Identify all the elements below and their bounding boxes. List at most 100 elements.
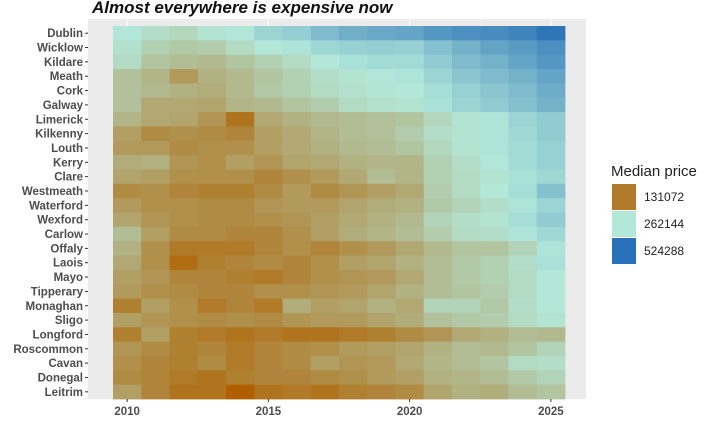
heatmap-tile bbox=[282, 298, 312, 314]
heatmap-tile bbox=[169, 26, 199, 41]
heatmap-tile bbox=[226, 155, 255, 170]
heatmap-tile bbox=[226, 341, 255, 357]
heatmap-tile bbox=[113, 370, 142, 386]
heatmap-tile bbox=[452, 341, 481, 357]
heatmap-tile bbox=[395, 327, 425, 343]
heatmap-tile bbox=[141, 312, 170, 328]
heatmap-tile bbox=[367, 269, 396, 285]
heatmap-tile bbox=[367, 183, 396, 199]
heatmap-tile bbox=[367, 112, 396, 127]
heatmap-tile bbox=[310, 284, 340, 299]
y-tick-label: Cavan bbox=[48, 358, 83, 370]
y-tick-label: Roscommon bbox=[13, 344, 83, 356]
heatmap-tile bbox=[423, 169, 453, 185]
heatmap-tile bbox=[536, 69, 566, 84]
heatmap-tile bbox=[452, 54, 481, 70]
heatmap-tile bbox=[367, 241, 396, 256]
heatmap-tile bbox=[113, 269, 142, 285]
heatmap-tile bbox=[169, 97, 199, 113]
heatmap-tile bbox=[508, 40, 538, 56]
legend-title: Median price bbox=[611, 163, 697, 180]
heatmap-tile bbox=[367, 255, 396, 271]
heatmap-tile bbox=[226, 140, 255, 156]
heatmap-tile bbox=[254, 69, 283, 84]
heatmap-tile bbox=[367, 169, 396, 185]
y-tick-label: Carlow bbox=[45, 229, 83, 241]
heatmap-tile bbox=[113, 355, 142, 371]
y-tick-label: Wexford bbox=[37, 215, 83, 227]
heatmap-tile bbox=[169, 83, 199, 99]
heatmap-tile bbox=[141, 226, 170, 242]
y-tick-label: Westmeath bbox=[22, 186, 83, 198]
heatmap-tile bbox=[197, 312, 227, 328]
heatmap-tile bbox=[310, 212, 340, 228]
heatmap-tile bbox=[310, 198, 340, 213]
heatmap-tile bbox=[508, 226, 538, 242]
heatmap-tile bbox=[226, 69, 255, 84]
heatmap-tile bbox=[367, 384, 396, 400]
x-tick-label: 2010 bbox=[114, 406, 140, 418]
heatmap-tile bbox=[452, 40, 481, 56]
heatmap-tile bbox=[282, 226, 312, 242]
heatmap-tile bbox=[452, 370, 481, 386]
heatmap-tile bbox=[254, 226, 283, 242]
heatmap-tile bbox=[367, 54, 396, 70]
heatmap-tile bbox=[452, 155, 481, 170]
heatmap-tile bbox=[480, 69, 509, 84]
heatmap-tile bbox=[367, 155, 396, 170]
heatmap-tile bbox=[395, 26, 425, 41]
heatmap-tile bbox=[282, 69, 312, 84]
heatmap-tile bbox=[282, 284, 312, 299]
heatmap-tile bbox=[310, 255, 340, 271]
heatmap-tile bbox=[113, 327, 142, 343]
heatmap-tile bbox=[339, 26, 368, 41]
heatmap-tile bbox=[423, 198, 453, 213]
heatmap-tile bbox=[282, 40, 312, 56]
heatmap-tile bbox=[310, 83, 340, 99]
heatmap-tile bbox=[367, 327, 396, 343]
heatmap-tile bbox=[254, 355, 283, 371]
heatmap-tile bbox=[282, 112, 312, 127]
heatmap-tile bbox=[169, 40, 199, 56]
heatmap-tile bbox=[254, 327, 283, 343]
x-axis: 2010 2015 2020 2025 bbox=[114, 399, 564, 418]
legend-key bbox=[612, 211, 636, 237]
heatmap-tile bbox=[395, 241, 425, 256]
heatmap-tile bbox=[536, 183, 566, 199]
heatmap-tile bbox=[197, 226, 227, 242]
heatmap-tile bbox=[536, 40, 566, 56]
heatmap-tile bbox=[226, 83, 255, 99]
heatmap-tile bbox=[536, 269, 566, 285]
heatmap-tile bbox=[169, 169, 199, 185]
heatmap-tile bbox=[310, 40, 340, 56]
heatmap-tile bbox=[113, 140, 142, 156]
heatmap-tile bbox=[508, 140, 538, 156]
heatmap-tile bbox=[536, 112, 566, 127]
heatmap-tile bbox=[254, 112, 283, 127]
heatmap-tile bbox=[226, 370, 255, 386]
heatmap-tile bbox=[395, 312, 425, 328]
heatmap-tile bbox=[480, 183, 509, 199]
heatmap-tile bbox=[339, 112, 368, 127]
heatmap-tile bbox=[367, 298, 396, 314]
heatmap-tile bbox=[423, 312, 453, 328]
heatmap-tile bbox=[395, 83, 425, 99]
heatmap-tile bbox=[339, 126, 368, 142]
heatmap-tile bbox=[226, 54, 255, 70]
heatmap-tile bbox=[339, 284, 368, 299]
heatmap-tile bbox=[141, 284, 170, 299]
heatmap-tile bbox=[169, 327, 199, 343]
heatmap-tile bbox=[197, 198, 227, 213]
heatmap-tile bbox=[169, 341, 199, 357]
heatmap-tile bbox=[367, 284, 396, 299]
heatmap-tile bbox=[423, 298, 453, 314]
heatmap-tile bbox=[367, 226, 396, 242]
y-tick-label: Tipperary bbox=[31, 286, 84, 298]
y-tick-label: Sligo bbox=[55, 315, 83, 327]
heatmap-tile bbox=[423, 26, 453, 41]
heatmap-tile bbox=[197, 83, 227, 99]
heatmap-tile bbox=[367, 69, 396, 84]
heatmap-tile bbox=[254, 312, 283, 328]
y-tick-label: Kerry bbox=[53, 157, 84, 169]
heatmap-tile bbox=[310, 355, 340, 371]
